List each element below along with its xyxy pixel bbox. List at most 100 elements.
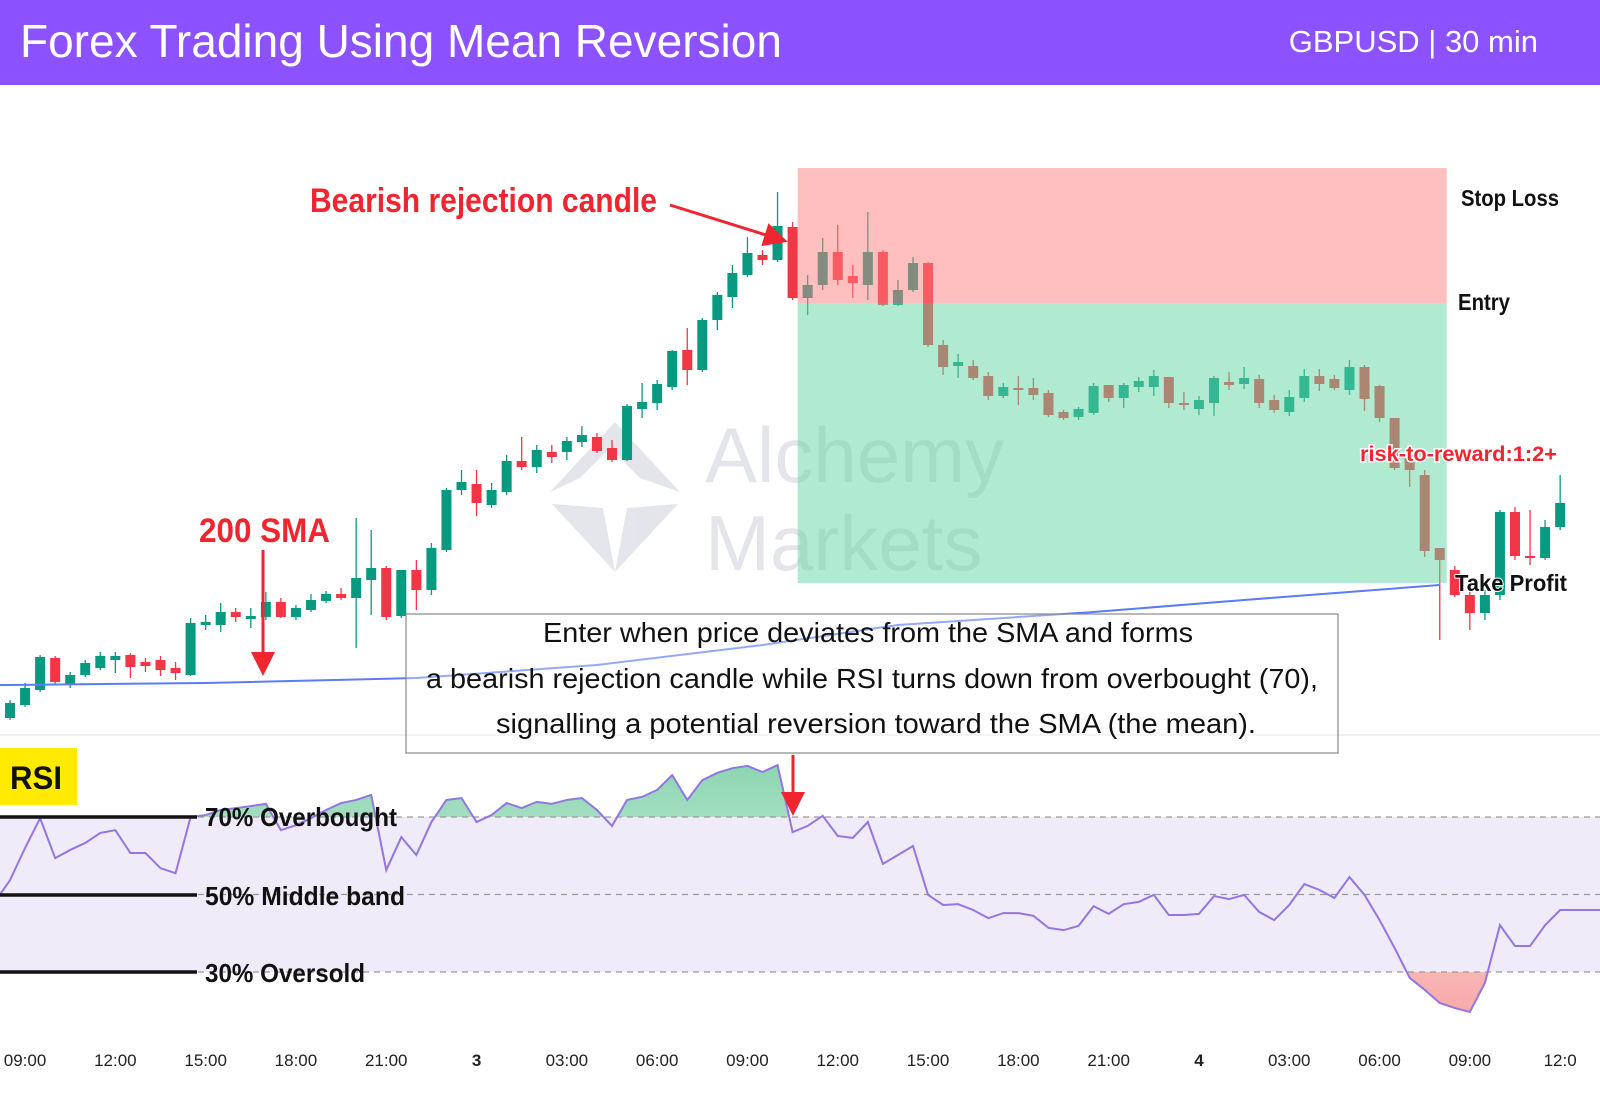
candle xyxy=(396,570,407,618)
candle xyxy=(772,192,783,262)
candle-body xyxy=(336,594,347,598)
candle-body xyxy=(80,663,91,675)
candle xyxy=(321,591,332,603)
candle xyxy=(576,426,587,447)
candle-body xyxy=(260,602,271,617)
candle xyxy=(637,383,648,418)
candle-body xyxy=(290,608,301,617)
candle-body xyxy=(381,568,392,617)
candle-body xyxy=(637,402,648,409)
time-tick-label: 15:00 xyxy=(907,1051,950,1070)
bearish-candle-arrow-icon xyxy=(669,203,788,247)
stop-loss-label: Stop Loss xyxy=(1461,185,1559,211)
candle-body xyxy=(1525,556,1536,558)
time-tick-label: 18:00 xyxy=(275,1051,318,1070)
annotation-line-3: signalling a potential reversion toward … xyxy=(496,708,1256,739)
candle xyxy=(591,433,602,453)
candle xyxy=(155,656,166,676)
candle xyxy=(1525,510,1536,565)
candle xyxy=(290,605,301,620)
candle xyxy=(110,652,121,673)
overbought-label: 70% Overbought xyxy=(205,802,397,832)
candle xyxy=(486,483,497,508)
time-tick-label: 21:00 xyxy=(1087,1051,1130,1070)
candle-body xyxy=(757,255,768,260)
candle-body xyxy=(396,570,407,616)
candle-body xyxy=(456,482,467,490)
time-tick-label: 09:00 xyxy=(1449,1051,1492,1070)
candle xyxy=(1555,475,1566,530)
time-tick-label: 03:00 xyxy=(546,1051,589,1070)
candle-body xyxy=(245,616,256,619)
candle xyxy=(275,598,286,618)
time-tick-label: 06:00 xyxy=(636,1051,679,1070)
alchemy-logo-icon xyxy=(550,422,680,572)
time-tick-label: 12:00 xyxy=(94,1051,137,1070)
candle xyxy=(411,560,422,610)
candle xyxy=(185,618,196,676)
candle xyxy=(35,655,46,692)
stop-loss-zone xyxy=(797,168,1447,303)
candle-body xyxy=(140,662,151,666)
take-profit-label: Take Profit xyxy=(1455,570,1567,596)
candle-body xyxy=(426,548,437,590)
candle-body xyxy=(155,660,166,670)
rsi-levels xyxy=(0,816,1600,973)
time-tick-label: 4 xyxy=(1194,1051,1204,1070)
take-profit-zone xyxy=(797,303,1447,583)
candle xyxy=(727,265,738,308)
oversold-label: 30% Oversold xyxy=(205,958,365,988)
candle xyxy=(200,615,211,630)
candle xyxy=(140,658,151,672)
candle-body xyxy=(546,452,557,457)
candle-body xyxy=(1449,570,1460,595)
candle-body xyxy=(20,688,31,705)
candle xyxy=(20,683,31,707)
candle-body xyxy=(697,320,708,370)
candle xyxy=(336,588,347,600)
candle-body xyxy=(411,570,422,590)
candle xyxy=(245,608,256,628)
candle xyxy=(1449,566,1460,597)
candle xyxy=(757,250,768,265)
annotation-line-1: Enter when price deviates from the SMA a… xyxy=(543,617,1193,648)
time-tick-label: 03:00 xyxy=(1268,1051,1311,1070)
candle-body xyxy=(622,406,633,460)
candle xyxy=(5,700,15,720)
candle-body xyxy=(200,622,211,625)
candle xyxy=(80,660,91,677)
candle-body xyxy=(185,623,196,675)
candle-body xyxy=(65,675,76,685)
rsi-badge-label: RSI xyxy=(10,760,62,796)
candle-body xyxy=(742,253,753,275)
candle xyxy=(1494,510,1505,600)
candle xyxy=(351,518,362,648)
candle-body xyxy=(306,600,316,610)
candle-body xyxy=(682,350,693,370)
candle-body xyxy=(1510,512,1520,556)
candle-body xyxy=(125,655,136,667)
candle-body xyxy=(772,226,783,260)
candle xyxy=(1510,507,1520,560)
annotation-line-2: a bearish rejection candle while RSI tur… xyxy=(426,663,1318,694)
candle-body xyxy=(531,450,542,467)
time-tick-label: 12:0 xyxy=(1544,1051,1577,1070)
candle-body xyxy=(1479,595,1490,613)
candle-body xyxy=(170,668,181,673)
candle-body xyxy=(516,461,527,467)
candle xyxy=(456,470,467,495)
candle xyxy=(260,592,271,620)
candle xyxy=(607,440,617,462)
candle xyxy=(441,488,452,552)
candle-body xyxy=(1540,527,1551,558)
candle xyxy=(516,437,527,470)
candle-body xyxy=(441,490,452,550)
candle xyxy=(682,328,693,385)
candle-body xyxy=(50,658,61,682)
header-bar: Forex Trading Using Mean Reversion GBPUS… xyxy=(0,0,1600,85)
time-tick-label: 09:00 xyxy=(4,1051,47,1070)
candle-body xyxy=(591,437,602,451)
candle-body xyxy=(321,594,332,601)
rsi-badge xyxy=(0,748,77,805)
candle-body xyxy=(727,273,738,297)
